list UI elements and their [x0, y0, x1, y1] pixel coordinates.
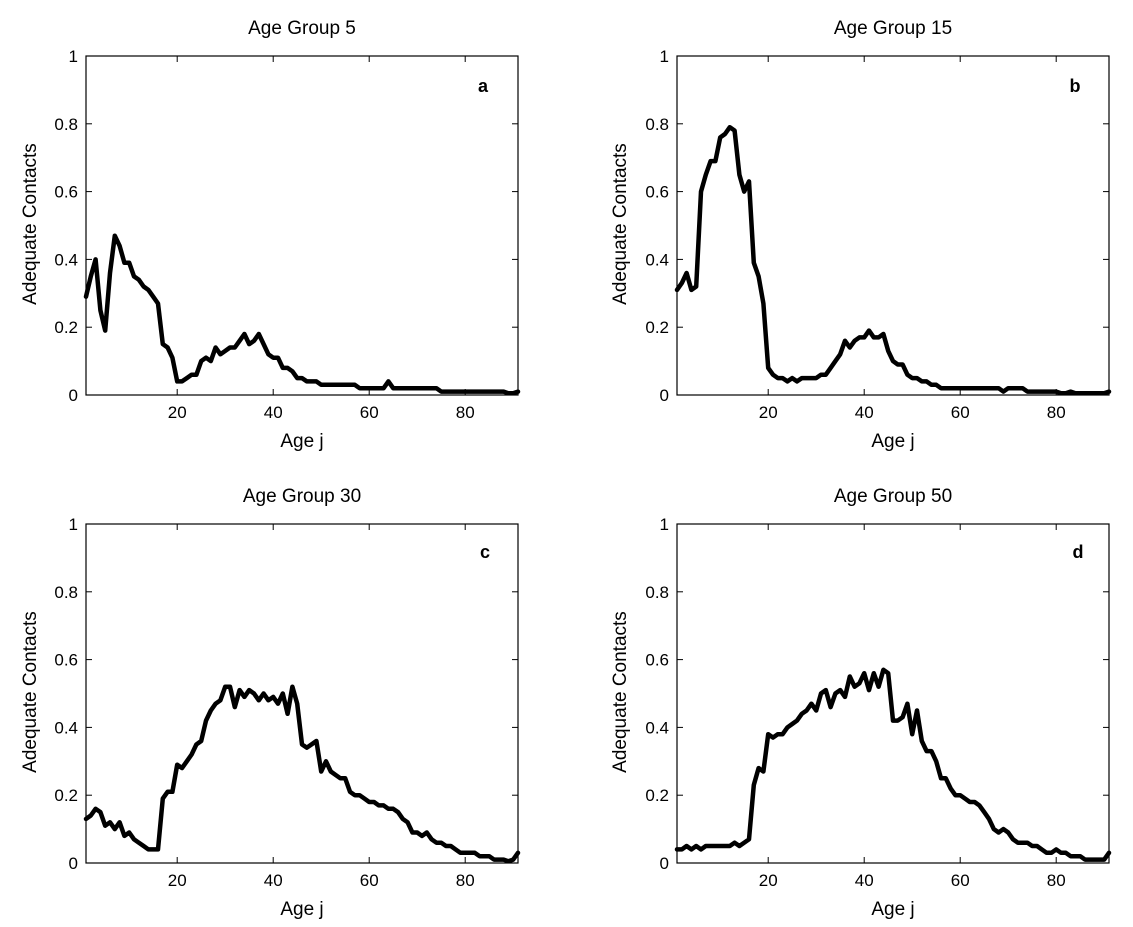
y-tick-label: 0.4 — [645, 718, 669, 737]
x-axis-label: Age j — [871, 899, 914, 920]
panel-annotation: c — [480, 542, 490, 562]
y-tick-label: 0 — [69, 854, 78, 873]
x-axis-label: Age j — [871, 431, 914, 452]
plot-frame — [85, 55, 519, 396]
y-tick-label: 0.8 — [54, 583, 78, 602]
x-axis-label: Age j — [280, 899, 323, 920]
x-axis-label: Age j — [280, 431, 323, 452]
y-tick-label: 0.4 — [54, 250, 78, 269]
y-tick-label: 0 — [660, 854, 669, 873]
x-tick-label: 80 — [1047, 403, 1066, 422]
x-tick-label: 20 — [168, 871, 187, 890]
y-tick-label: 0.2 — [54, 786, 78, 805]
y-tick-label: 0 — [660, 386, 669, 405]
y-tick-label: 1 — [69, 515, 78, 534]
x-tick-label: 40 — [264, 403, 283, 422]
x-tick-label: 20 — [759, 871, 778, 890]
series-line — [83, 684, 521, 864]
x-tick-label: 60 — [360, 871, 379, 890]
chart-title: Age Group 15 — [834, 18, 952, 39]
x-tick-label: 20 — [759, 403, 778, 422]
y-tick-label: 0.6 — [645, 651, 669, 670]
y-tick-label: 0.6 — [54, 183, 78, 202]
y-tick-label: 0.8 — [645, 583, 669, 602]
y-axis-label: Adequate Contacts — [610, 611, 631, 773]
y-tick-label: 0.2 — [645, 318, 669, 337]
y-tick-label: 1 — [660, 515, 669, 534]
y-tick-label: 0.8 — [54, 115, 78, 134]
x-tick-label: 60 — [951, 403, 970, 422]
y-tick-label: 1 — [69, 47, 78, 66]
panel-annotation: a — [478, 76, 489, 96]
panel-d: Age Group 50 Adequate Contacts Age j d 0… — [610, 486, 1112, 920]
y-tick-label: 1 — [660, 47, 669, 66]
chart-title: Age Group 30 — [243, 486, 361, 507]
y-axis-label: Adequate Contacts — [20, 611, 41, 773]
y-axis-label: Adequate Contacts — [610, 143, 631, 305]
x-tick-label: 60 — [951, 871, 970, 890]
x-tick-label: 20 — [168, 403, 187, 422]
x-tick-label: 40 — [855, 871, 874, 890]
panel-c: Age Group 30 Adequate Contacts Age j c 0… — [20, 486, 521, 920]
y-tick-label: 0.6 — [645, 183, 669, 202]
series-line — [674, 667, 1112, 862]
x-tick-label: 40 — [855, 403, 874, 422]
y-tick-label: 0.4 — [645, 250, 669, 269]
y-tick-label: 0.2 — [54, 318, 78, 337]
x-tick-label: 40 — [264, 871, 283, 890]
y-tick-label: 0.4 — [54, 718, 78, 737]
plot-frame — [676, 55, 1110, 396]
series-line — [674, 124, 1112, 396]
x-tick-label: 80 — [456, 403, 475, 422]
chart-title: Age Group 50 — [834, 486, 952, 507]
x-tick-label: 60 — [360, 403, 379, 422]
panel-a: Age Group 5 Adequate Contacts Age j a 0 0… — [20, 18, 521, 452]
panel-annotation: b — [1070, 76, 1081, 96]
plot-frame — [85, 523, 519, 864]
x-tick-label: 80 — [1047, 871, 1066, 890]
x-tick-label: 80 — [456, 871, 475, 890]
y-tick-label: 0.6 — [54, 651, 78, 670]
plot-frame — [676, 523, 1110, 864]
panel-annotation: d — [1073, 542, 1084, 562]
y-tick-label: 0.2 — [645, 786, 669, 805]
y-axis-label: Adequate Contacts — [20, 143, 41, 305]
series-line — [83, 233, 521, 396]
y-tick-label: 0 — [69, 386, 78, 405]
y-tick-label: 0.8 — [645, 115, 669, 134]
panel-b: Age Group 15 Adequate Contacts Age j b 0… — [610, 18, 1112, 452]
chart-title: Age Group 5 — [248, 18, 356, 39]
